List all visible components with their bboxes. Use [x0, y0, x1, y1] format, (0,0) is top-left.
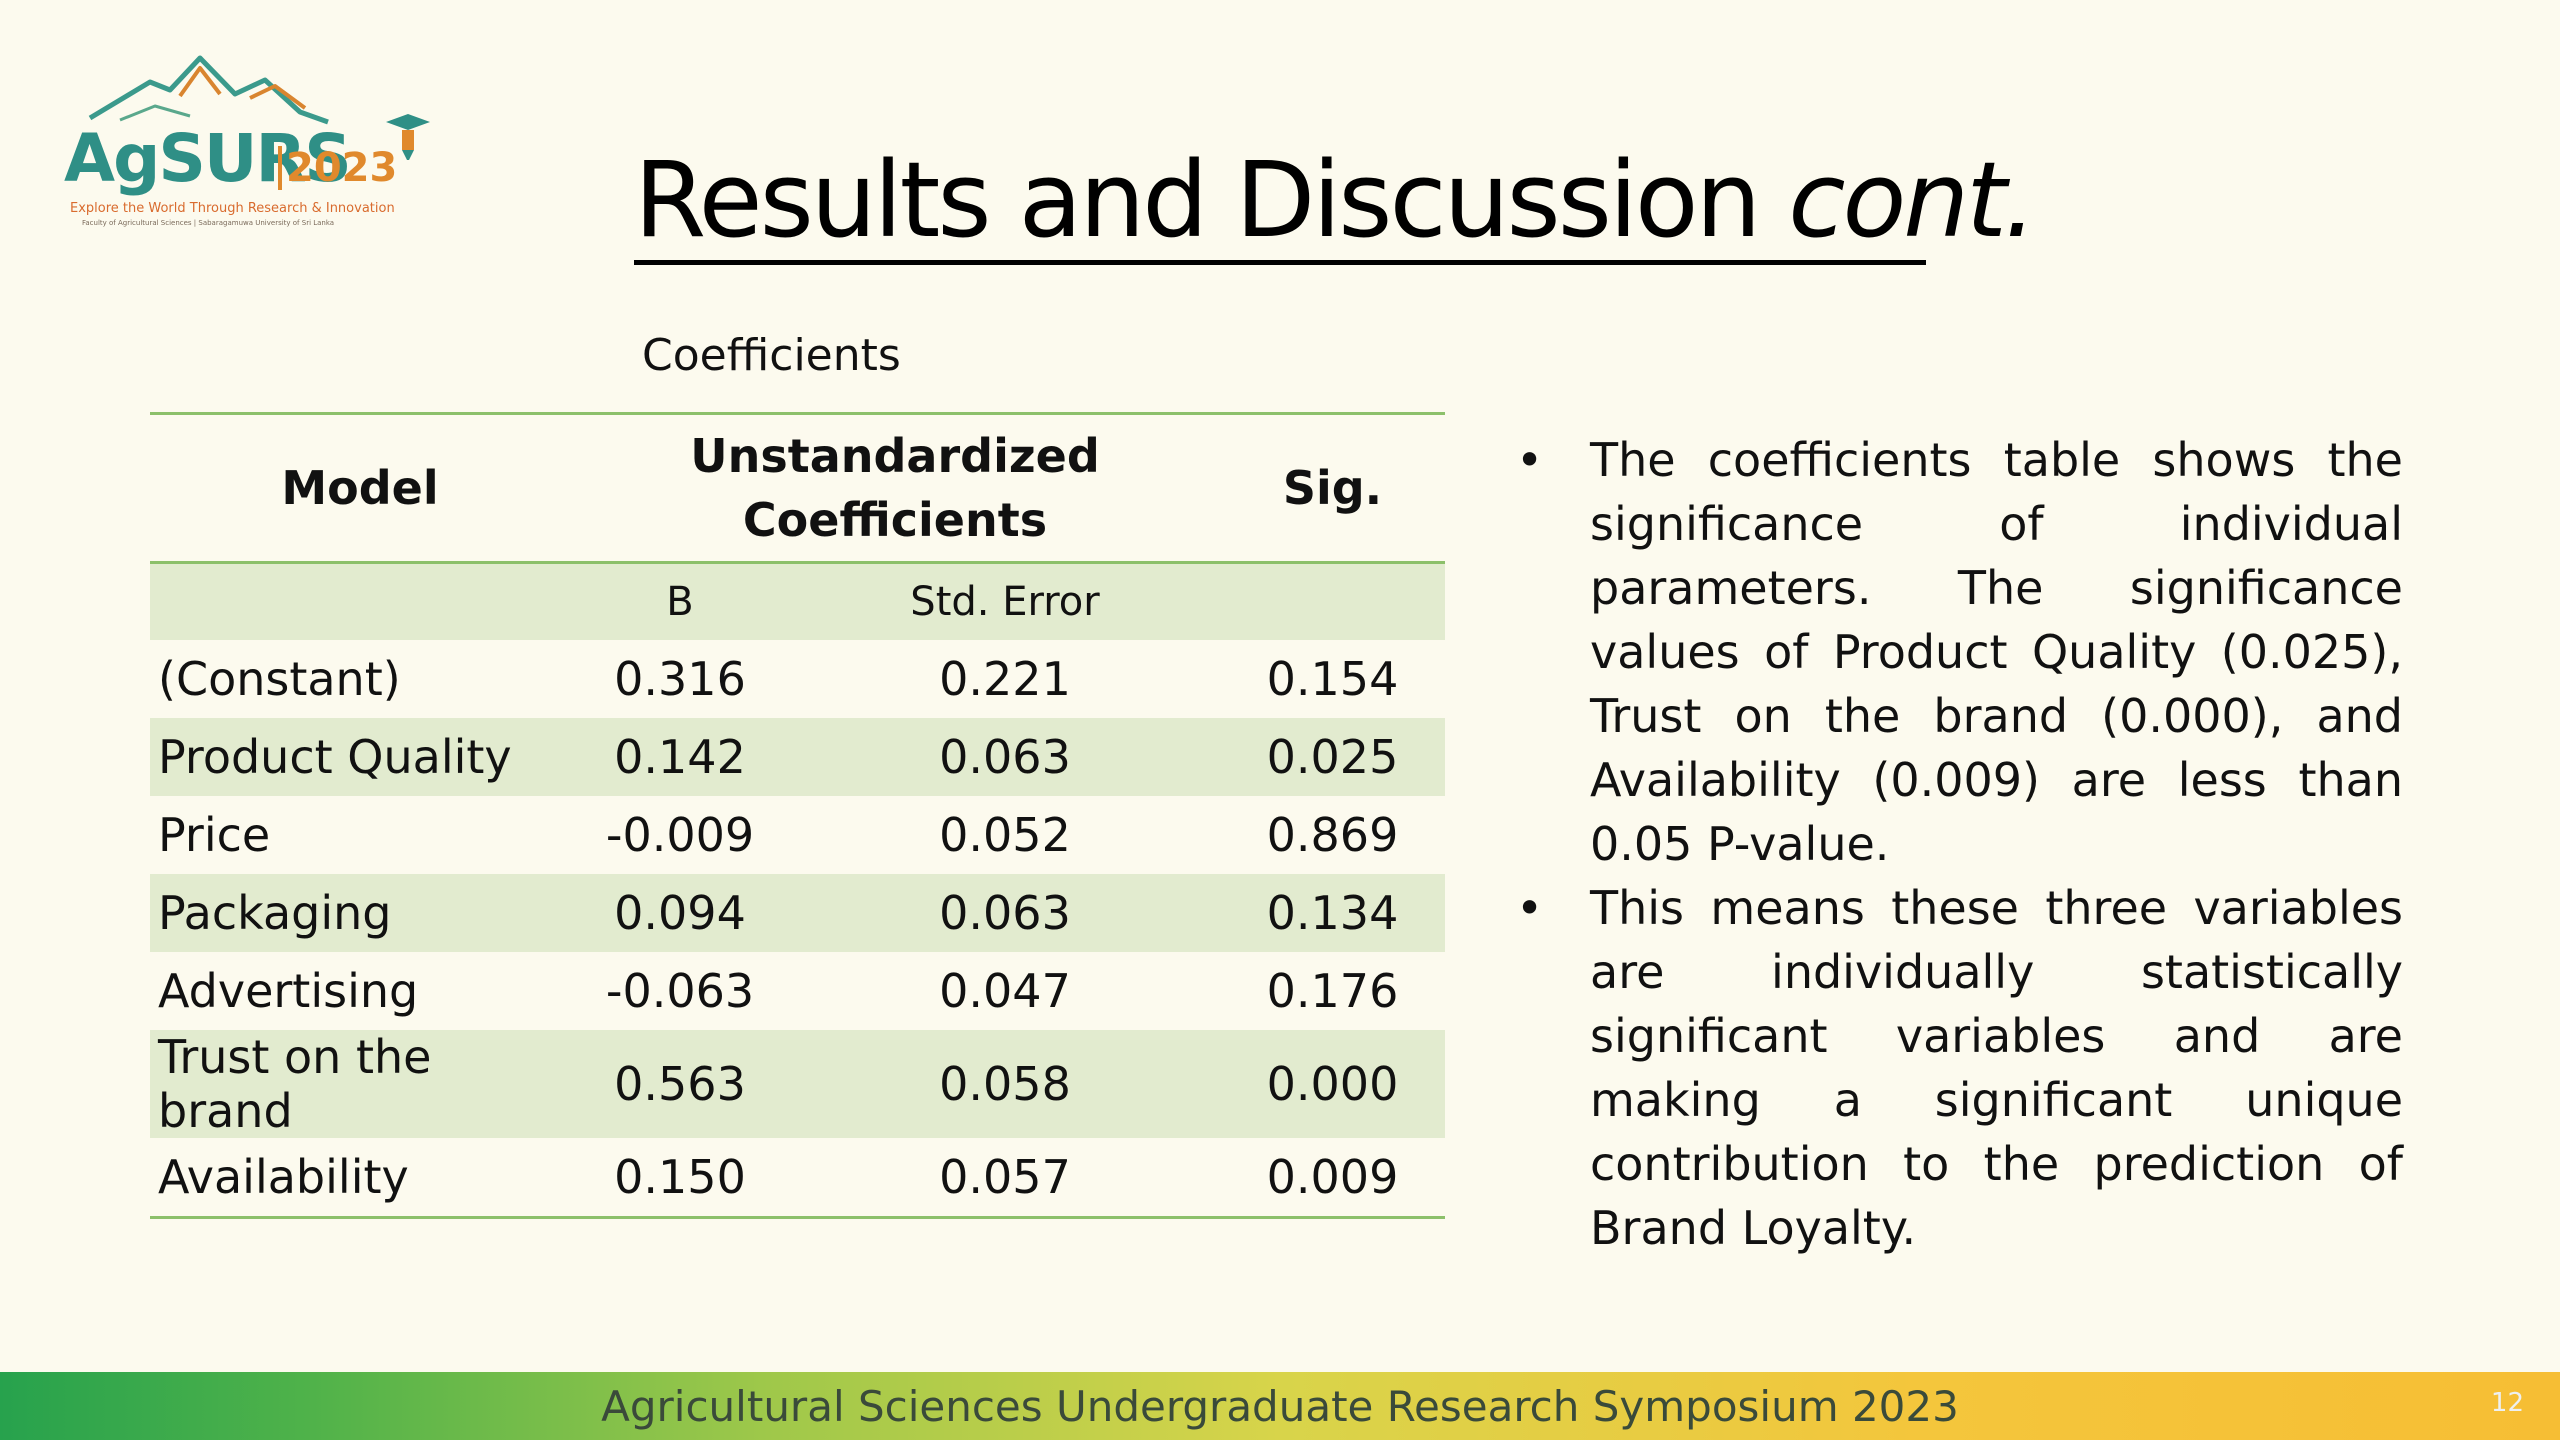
- table-row: (Constant) 0.316 0.221 0.154: [150, 640, 1445, 718]
- agsurs-logo: AgSURS 2023 Explore the World Through Re…: [60, 50, 430, 240]
- row-name: Product Quality: [150, 718, 570, 796]
- row-name: Trust on the brand: [150, 1030, 570, 1138]
- logo-year: 2023: [286, 145, 398, 191]
- table-row: Trust on the brand 0.563 0.058 0.000: [150, 1030, 1446, 1138]
- subheader-std-error: Std. Error: [790, 562, 1221, 640]
- row-b: 0.142: [570, 718, 790, 796]
- header-sig: Sig.: [1282, 461, 1383, 515]
- row-std-error: 0.221: [939, 652, 1071, 706]
- logo-divider: [278, 146, 282, 190]
- coefficients-table: Model Unstandardized Coefficients Sig. B …: [150, 412, 1446, 1219]
- row-std-error: 0.052: [939, 808, 1071, 862]
- logo-subline: Faculty of Agricultural Sciences | Sabar…: [82, 219, 335, 227]
- row-sig: 0.025: [1220, 718, 1446, 796]
- row-b: 0.316: [614, 652, 746, 706]
- table-header-row: Model Unstandardized Coefficients Sig.: [150, 413, 1446, 563]
- table-caption: Coefficients: [642, 330, 901, 381]
- bullet-item: • The coefficients table shows the signif…: [1508, 428, 2403, 876]
- table-row: Packaging 0.094 0.063 0.134: [150, 874, 1446, 952]
- page-title: Results and Discussion cont.: [634, 148, 2037, 252]
- subheader-b: B: [570, 562, 790, 640]
- logo-wordmark: AgSURS: [64, 120, 352, 197]
- row-name: Availability: [158, 1150, 409, 1204]
- subheader-empty-sig: [1220, 562, 1446, 640]
- header-unstandardized-line2: Coefficients: [742, 493, 1048, 547]
- title-underline: [634, 260, 1926, 265]
- bullet-dot-icon: •: [1516, 433, 1544, 487]
- row-b: 0.094: [570, 874, 790, 952]
- row-b: 0.563: [570, 1030, 790, 1138]
- page-title-main: Results and Discussion: [634, 139, 1789, 261]
- row-b: -0.009: [605, 808, 755, 862]
- table-row: Availability 0.150 0.057 0.009: [150, 1138, 1446, 1218]
- page-title-italic: cont.: [1788, 139, 2037, 261]
- row-b: 0.150: [614, 1150, 746, 1204]
- table-row: Product Quality 0.142 0.063 0.025: [150, 718, 1446, 796]
- bullet-item: • This means these three variables are in…: [1508, 876, 2403, 1260]
- row-name: Advertising: [158, 964, 419, 1018]
- row-name: (Constant): [158, 652, 401, 706]
- slide-number: 12: [2490, 1388, 2524, 1418]
- header-unstandardized: Unstandardized Coefficients: [570, 414, 1220, 563]
- row-sig: 0.009: [1266, 1150, 1399, 1204]
- row-sig: 0.134: [1220, 874, 1446, 952]
- logo-tagline: Explore the World Through Research & Inn…: [70, 201, 395, 216]
- row-b: -0.063: [605, 964, 755, 1018]
- table-row: Advertising -0.063 0.047 0.176: [150, 952, 1445, 1030]
- bullet-text: This means these three variables are ind…: [1590, 881, 2403, 1255]
- table-subheader-row: B Std. Error: [150, 562, 1446, 640]
- table-row: Price -0.009 0.052 0.869: [150, 796, 1445, 874]
- row-std-error: 0.047: [939, 964, 1071, 1018]
- footer-text: Agricultural Sciences Undergraduate Rese…: [601, 1382, 1959, 1431]
- bullet-dot-icon: •: [1516, 881, 1544, 935]
- discussion-bullets: • The coefficients table shows the signif…: [1508, 428, 2403, 1260]
- header-unstandardized-line1: Unstandardized: [690, 429, 1100, 483]
- row-std-error: 0.058: [790, 1030, 1221, 1138]
- row-std-error: 0.063: [790, 874, 1221, 952]
- row-name: Packaging: [150, 874, 570, 952]
- row-sig: 0.000: [1220, 1030, 1446, 1138]
- row-std-error: 0.057: [939, 1150, 1071, 1204]
- bullet-text: The coefficients table shows the signifi…: [1590, 433, 2403, 871]
- header-model: Model: [281, 461, 439, 515]
- row-sig: 0.154: [1266, 652, 1399, 706]
- row-std-error: 0.063: [790, 718, 1221, 796]
- subheader-empty: [150, 562, 570, 640]
- footer-bar: Agricultural Sciences Undergraduate Rese…: [0, 1372, 2560, 1440]
- mountain-icon: [88, 55, 430, 160]
- row-name: Price: [158, 808, 271, 862]
- row-sig: 0.869: [1266, 808, 1399, 862]
- row-sig: 0.176: [1266, 964, 1399, 1018]
